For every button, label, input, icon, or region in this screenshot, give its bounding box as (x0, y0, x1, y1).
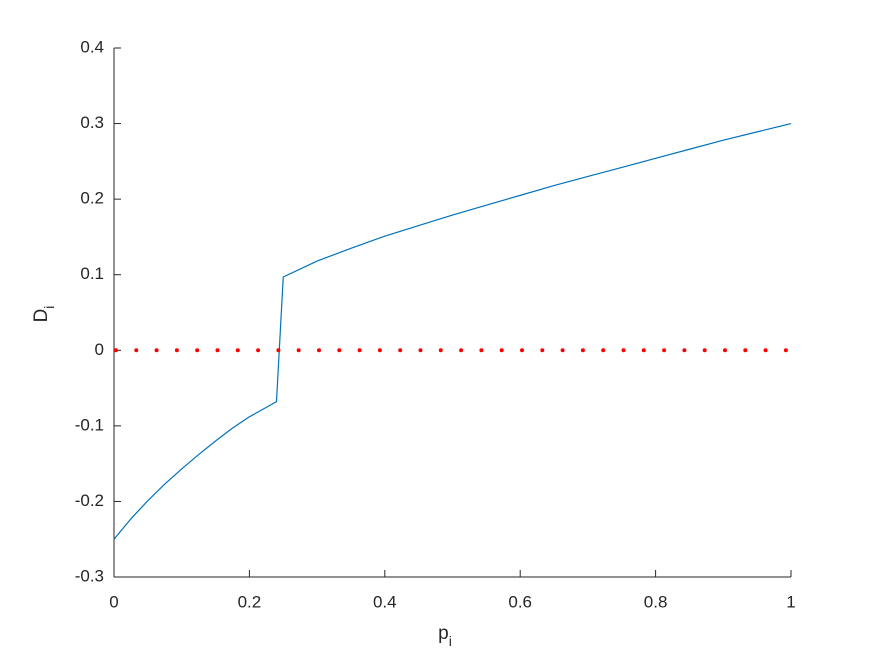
y-axis-label: Di (31, 306, 57, 323)
y-tick-label: 0.3 (80, 113, 104, 132)
x-tick-label: 0 (109, 592, 118, 611)
y-label-sub: i (41, 306, 57, 309)
y-tick-label: 0.2 (80, 189, 104, 208)
x-label-base: p (438, 623, 449, 644)
x-tick-label: 0.6 (508, 592, 532, 611)
y-tick-label: 0.4 (80, 37, 104, 56)
y-tick-label: -0.3 (75, 566, 104, 585)
y-tick-label: -0.1 (75, 415, 104, 434)
x-tick-label: 1 (786, 592, 795, 611)
x-axis-label: pi (438, 623, 452, 649)
x-tick-label: 0.2 (238, 592, 262, 611)
y-tick-label: -0.2 (75, 491, 104, 510)
series-line (113, 122, 792, 540)
x-label-sub: i (449, 633, 452, 649)
x-tick-label: 0.8 (644, 592, 668, 611)
y-tick-label: 0 (95, 340, 104, 359)
y-tick-label: 0.1 (80, 264, 104, 283)
y-label-base: D (31, 309, 52, 323)
x-tick-label: 0.4 (373, 592, 397, 611)
